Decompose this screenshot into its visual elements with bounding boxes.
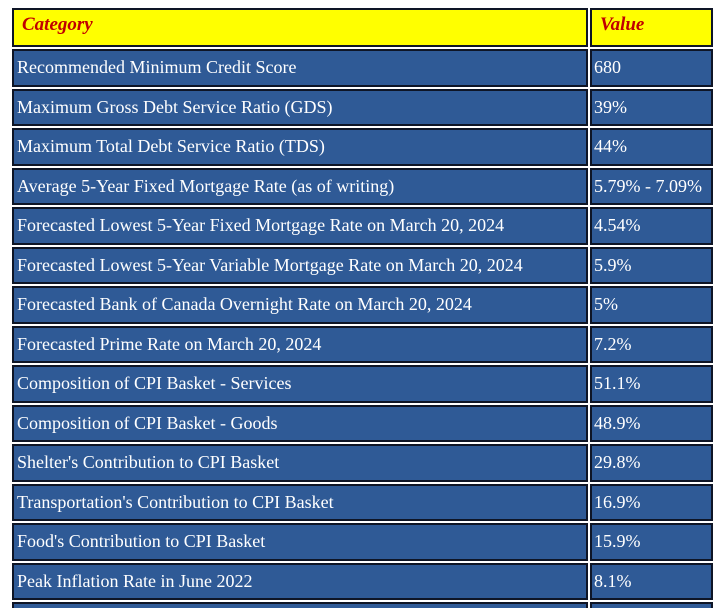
header-row: Category Value (12, 8, 713, 47)
value-cell: 39% (590, 88, 713, 126)
value-cell: 51.1% (590, 365, 713, 403)
category-cell: Forecasted Lowest 5-Year Fixed Mortgage … (12, 207, 588, 245)
table-row: Forecasted Bank of Canada Overnight Rate… (12, 286, 713, 324)
table-row: Forecasted Lowest 5-Year Variable Mortga… (12, 246, 713, 284)
table-row: Maximum Gross Debt Service Ratio (GDS) 3… (12, 88, 713, 126)
table-row: Maximum Total Debt Service Ratio (TDS) 4… (12, 128, 713, 166)
category-cell: Composition of CPI Basket - Services (12, 365, 588, 403)
table-row: Food's Contribution to CPI Basket 15.9% (12, 523, 713, 561)
table-row: Composition of CPI Basket - Goods 48.9% (12, 404, 713, 442)
value-cell: 680 (590, 49, 713, 87)
value-cell: 7.2% (590, 325, 713, 363)
value-cell: 4.54% (590, 207, 713, 245)
value-cell: 16.9% (590, 483, 713, 521)
category-cell: Recommended Minimum Credit Score (12, 49, 588, 87)
value-cell: 5% (590, 286, 713, 324)
table-row: Forecasted Lowest 5-Year Fixed Mortgage … (12, 207, 713, 245)
value-cell: 5.9% (590, 246, 713, 284)
category-cell: Forecasted Bank of Canada Overnight Rate… (12, 286, 588, 324)
value-cell: 8.1% (590, 562, 713, 600)
value-cell: 48.9% (590, 404, 713, 442)
table-row: Shelter's Contribution to CPI Basket 29.… (12, 444, 713, 482)
value-cell: 15.9% (590, 523, 713, 561)
value-column-header: Value (590, 8, 713, 47)
category-cell: Forecasted Prime Rate on March 20, 2024 (12, 325, 588, 363)
category-cell: Forecasted Lowest 5-Year Variable Mortga… (12, 246, 588, 284)
category-cell: Shelter's Contribution to CPI Basket (12, 444, 588, 482)
category-cell: Average 5-Year Fixed Mortgage Rate (as o… (12, 167, 588, 205)
table-row-partial (12, 602, 713, 608)
category-cell: Peak Inflation Rate in June 2022 (12, 562, 588, 600)
table-row: Average 5-Year Fixed Mortgage Rate (as o… (12, 167, 713, 205)
category-column-header: Category (12, 8, 588, 47)
table-row: Forecasted Prime Rate on March 20, 2024 … (12, 325, 713, 363)
category-cell (12, 602, 588, 608)
value-cell (590, 602, 713, 608)
category-cell: Maximum Total Debt Service Ratio (TDS) (12, 128, 588, 166)
category-cell: Maximum Gross Debt Service Ratio (GDS) (12, 88, 588, 126)
category-cell: Transportation's Contribution to CPI Bas… (12, 483, 588, 521)
mortgage-metrics-table: Category Value Recommended Minimum Credi… (10, 6, 715, 608)
table-row: Transportation's Contribution to CPI Bas… (12, 483, 713, 521)
table-row: Peak Inflation Rate in June 2022 8.1% (12, 562, 713, 600)
value-cell: 5.79% - 7.09% (590, 167, 713, 205)
category-cell: Food's Contribution to CPI Basket (12, 523, 588, 561)
table-row: Composition of CPI Basket - Services 51.… (12, 365, 713, 403)
category-cell: Composition of CPI Basket - Goods (12, 404, 588, 442)
value-cell: 44% (590, 128, 713, 166)
value-cell: 29.8% (590, 444, 713, 482)
table-row: Recommended Minimum Credit Score 680 (12, 49, 713, 87)
